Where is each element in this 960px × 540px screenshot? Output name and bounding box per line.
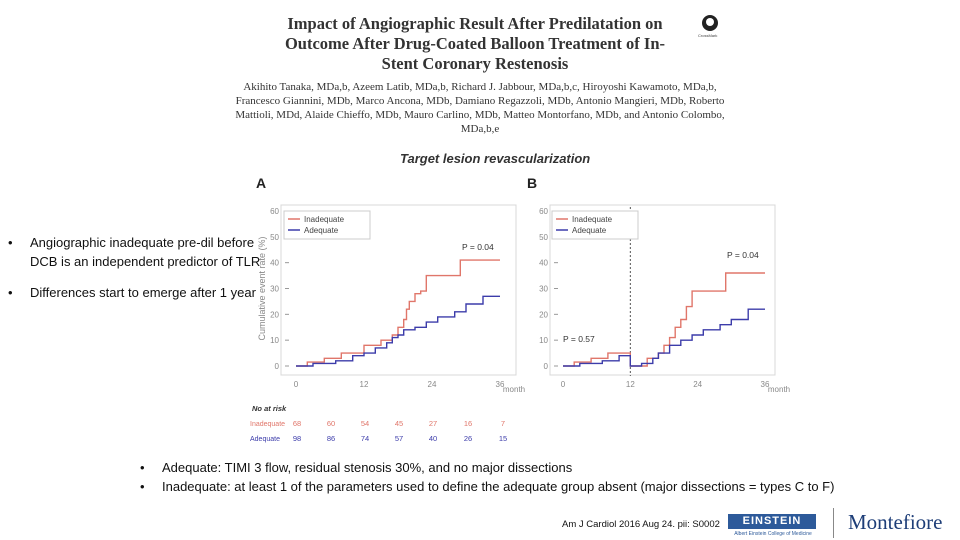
y-tick-label: 10 bbox=[539, 336, 548, 345]
at-risk-value: 15 bbox=[499, 434, 507, 443]
citation: Am J Cardiol 2016 Aug 24. pii: S0002 bbox=[562, 519, 720, 530]
bullet-text: Angiographic inadequate pre-dil before D… bbox=[30, 235, 261, 269]
y-tick-label: 40 bbox=[539, 259, 548, 268]
y-tick-label: 0 bbox=[544, 362, 549, 371]
p-value-annotation: P = 0.04 bbox=[727, 250, 759, 260]
legend-box bbox=[551, 210, 639, 240]
bullet-dot: • bbox=[140, 460, 145, 475]
bullet-dot: • bbox=[8, 285, 13, 300]
at-risk-row-label: Inadequate bbox=[250, 421, 285, 428]
crossmark-label: CrossMark bbox=[698, 33, 718, 38]
y-tick-label: 10 bbox=[270, 336, 279, 345]
crossmark-icon bbox=[702, 15, 718, 31]
at-risk-value: 27 bbox=[429, 419, 437, 428]
x-axis-label: month bbox=[768, 385, 790, 394]
x-axis-label: month bbox=[503, 385, 525, 394]
legend-label: Adequate bbox=[572, 226, 607, 235]
x-tick-label: 24 bbox=[693, 380, 702, 389]
bullet-dot: • bbox=[140, 479, 145, 494]
einstein-wordmark: EINSTEIN bbox=[728, 514, 816, 529]
y-axis-label: Cumulative event rate (%) bbox=[257, 236, 267, 340]
montefiore-logo: Montefiore bbox=[848, 510, 943, 534]
panel-letter: B bbox=[527, 175, 537, 191]
at-risk-value: 98 bbox=[293, 434, 301, 443]
at-risk-row-label: Adequate bbox=[250, 436, 280, 443]
at-risk-title: No at risk bbox=[252, 404, 287, 413]
at-risk-value: 60 bbox=[327, 419, 335, 428]
bullet-text: Adequate: TIMI 3 flow, residual stenosis… bbox=[162, 460, 573, 475]
at-risk-value: 54 bbox=[361, 419, 369, 428]
legend-box bbox=[283, 210, 371, 240]
panel-frame bbox=[280, 204, 517, 376]
y-tick-label: 30 bbox=[270, 285, 279, 294]
bullet-text: Differences start to emerge after 1 year bbox=[30, 285, 256, 300]
x-tick-label: 12 bbox=[626, 380, 635, 389]
bottom-bullets: • Adequate: TIMI 3 flow, residual stenos… bbox=[140, 458, 920, 496]
y-tick-label: 50 bbox=[539, 233, 548, 242]
y-tick-label: 40 bbox=[270, 259, 279, 268]
bullet-dot: • bbox=[8, 235, 13, 250]
at-risk-value: 26 bbox=[464, 434, 472, 443]
legend-label: Inadequate bbox=[572, 215, 613, 224]
series-line-adequate bbox=[296, 295, 500, 367]
bullet-item: • Angiographic inadequate pre-dil before… bbox=[8, 233, 276, 271]
y-tick-label: 60 bbox=[270, 207, 279, 216]
x-tick-label: 0 bbox=[294, 380, 299, 389]
p-value-annotation: P = 0.57 bbox=[563, 334, 595, 344]
series-line-inadequate bbox=[296, 259, 500, 367]
paper-title: Impact of Angiographic Result After Pred… bbox=[284, 14, 666, 73]
p-value-annotation: P = 0.04 bbox=[462, 242, 494, 252]
at-risk-value: 74 bbox=[361, 434, 369, 443]
at-risk-value: 45 bbox=[395, 419, 403, 428]
y-tick-label: 20 bbox=[270, 310, 279, 319]
at-risk-value: 16 bbox=[464, 419, 472, 428]
bullet-item: • Differences start to emerge after 1 ye… bbox=[8, 283, 276, 302]
legend-label: Adequate bbox=[304, 226, 339, 235]
y-tick-label: 20 bbox=[539, 310, 548, 319]
at-risk-value: 40 bbox=[429, 434, 437, 443]
at-risk-value: 86 bbox=[327, 434, 335, 443]
x-tick-label: 24 bbox=[428, 380, 437, 389]
series-line-adequate bbox=[563, 308, 765, 367]
y-tick-label: 30 bbox=[539, 285, 548, 294]
series-line-inadequate bbox=[563, 272, 765, 367]
panel-letter: A bbox=[256, 175, 266, 191]
x-tick-label: 12 bbox=[360, 380, 369, 389]
figure-title: Target lesion revascularization bbox=[400, 151, 591, 166]
y-tick-label: 0 bbox=[275, 362, 280, 371]
bullet-text: Inadequate: at least 1 of the parameters… bbox=[162, 479, 835, 494]
logo-divider bbox=[833, 508, 834, 538]
y-tick-label: 60 bbox=[539, 207, 548, 216]
x-tick-label: 36 bbox=[761, 380, 770, 389]
legend-label: Inadequate bbox=[304, 215, 345, 224]
einstein-logo: EINSTEIN Albert Einstein College of Medi… bbox=[728, 514, 818, 540]
x-tick-label: 0 bbox=[561, 380, 566, 389]
bullet-item: • Adequate: TIMI 3 flow, residual stenos… bbox=[140, 458, 920, 477]
bullet-item: • Inadequate: at least 1 of the paramete… bbox=[140, 477, 920, 496]
at-risk-value: 7 bbox=[501, 419, 505, 428]
at-risk-value: 68 bbox=[293, 419, 301, 428]
y-tick-label: 50 bbox=[270, 233, 279, 242]
at-risk-value: 57 bbox=[395, 434, 403, 443]
left-bullets: • Angiographic inadequate pre-dil before… bbox=[8, 233, 276, 314]
x-tick-label: 36 bbox=[496, 380, 505, 389]
panel-frame bbox=[549, 204, 776, 376]
author-list: Akihito Tanaka, MDa,b, Azeem Latib, MDa,… bbox=[235, 81, 725, 135]
einstein-subtitle: Albert Einstein College of Medicine bbox=[734, 531, 812, 537]
